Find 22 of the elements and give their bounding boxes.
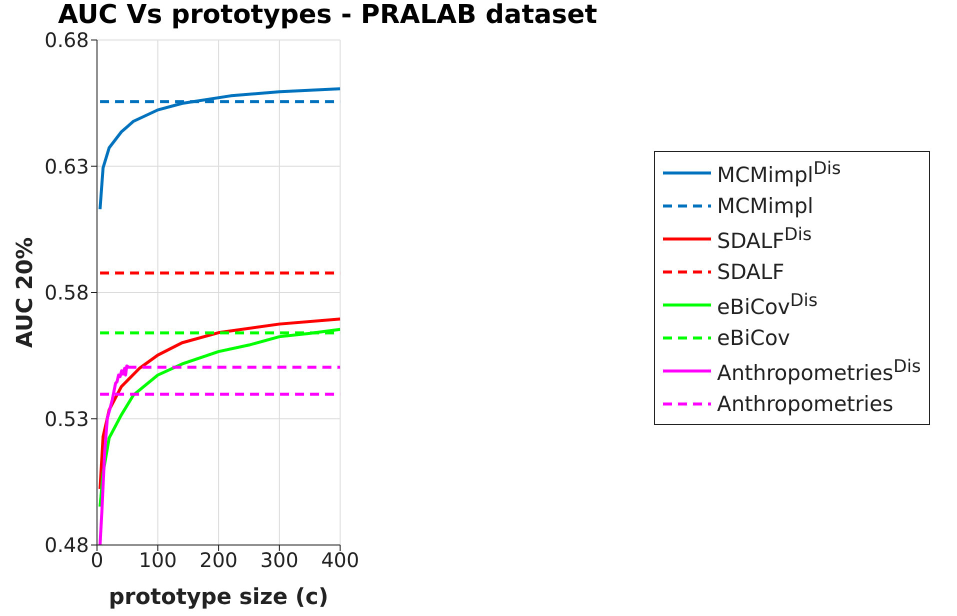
line-series [98, 87, 340, 211]
y-axis-title: AUC 20% [12, 237, 38, 348]
legend-label: eBiCov [717, 326, 790, 350]
x-tick-label: 100 [138, 548, 177, 572]
x-tick-label: 0 [90, 548, 104, 572]
chart-title: AUC Vs prototypes - PRALAB dataset [58, 0, 598, 30]
x-tick-label: 400 [321, 548, 360, 572]
legend-label: MCMimpl$^{Dis}$ [717, 158, 841, 186]
y-tick-label: 0.68 [44, 28, 89, 52]
legend-label: eBiCov$^{Dis}$ [717, 290, 818, 318]
y-tick-label: 0.63 [44, 154, 89, 178]
y-tick-label: 0.53 [44, 406, 89, 431]
y-tick-label: 0.58 [44, 280, 89, 305]
legend-label: Anthropometries$^{Dis}$ [717, 356, 921, 384]
y-tick-label: 0.48 [44, 533, 89, 558]
x-tick-label: 300 [260, 548, 298, 572]
legend-label: MCMimpl [717, 194, 814, 218]
legend-label: SDALF [717, 260, 784, 284]
legend-label: Anthropometries [717, 392, 894, 416]
legend-label: SDALF$^{Dis}$ [717, 224, 812, 252]
x-axis-title: prototype size (c) [108, 585, 328, 610]
x-tick-label: 200 [199, 548, 238, 572]
